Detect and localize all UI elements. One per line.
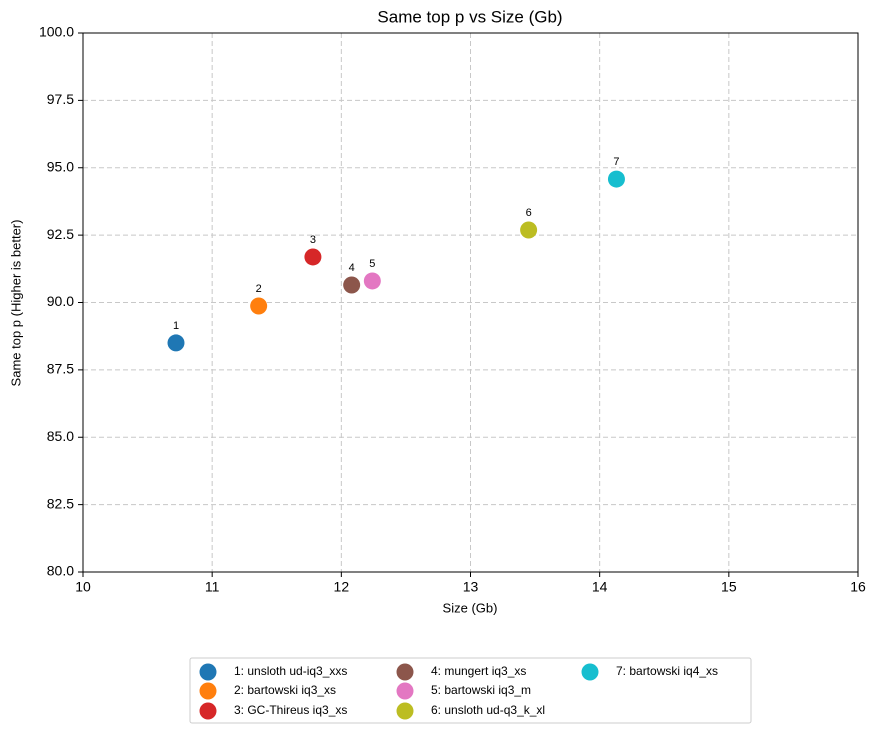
- scatter-point: [363, 272, 381, 290]
- scatter-point: [520, 221, 538, 239]
- legend-marker: [199, 663, 217, 681]
- x-tick-label: 12: [334, 579, 350, 595]
- scatter-point: [304, 248, 322, 266]
- legend-marker: [199, 702, 217, 720]
- point-label: 2: [256, 283, 262, 295]
- point-label: 5: [369, 258, 375, 270]
- y-axis-label: Same top p (Higher is better): [8, 220, 23, 387]
- legend-label: 6: unsloth ud-q3_k_xl: [431, 703, 545, 717]
- legend-label: 3: GC-Thireus iq3_xs: [234, 703, 347, 717]
- y-tick-label: 80.0: [47, 563, 74, 579]
- y-tick-label: 92.5: [47, 226, 74, 242]
- legend-marker: [396, 682, 414, 700]
- y-tick-label: 97.5: [47, 91, 74, 107]
- point-label: 1: [173, 320, 179, 332]
- x-tick-label: 11: [205, 579, 220, 595]
- legend-label: 1: unsloth ud-iq3_xxs: [234, 664, 347, 678]
- x-tick-label: 14: [592, 579, 608, 595]
- x-tick-label: 16: [850, 579, 866, 595]
- point-label: 4: [349, 262, 355, 274]
- x-axis-label: Size (Gb): [443, 600, 498, 615]
- legend-marker: [199, 682, 217, 700]
- point-label: 6: [526, 207, 532, 219]
- legend-marker: [396, 702, 414, 720]
- y-tick-label: 90.0: [47, 293, 74, 309]
- x-tick-label: 10: [75, 579, 91, 595]
- y-tick-label: 95.0: [47, 158, 74, 174]
- y-tick-label: 87.5: [47, 361, 74, 377]
- x-tick-label: 13: [463, 579, 479, 595]
- plot-frame: [82, 32, 859, 573]
- scatter-point: [343, 276, 361, 294]
- legend-label: 4: mungert iq3_xs: [431, 664, 526, 678]
- legend-marker: [581, 663, 599, 681]
- legend-marker: [396, 663, 414, 681]
- scatter-point: [167, 334, 185, 352]
- legend-label: 7: bartowski iq4_xs: [616, 664, 718, 678]
- scatter-point: [607, 170, 625, 188]
- point-label: 3: [310, 234, 316, 246]
- legend-label: 5: bartowski iq3_m: [431, 683, 531, 697]
- scatter-point: [250, 297, 268, 315]
- legend-box: [189, 657, 752, 724]
- legend-label: 2: bartowski iq3_xs: [234, 683, 336, 697]
- y-tick-label: 85.0: [47, 428, 74, 444]
- point-label: 7: [613, 156, 619, 168]
- y-tick-label: 82.5: [47, 495, 74, 511]
- y-tick-label: 100.0: [39, 24, 74, 40]
- chart-title: Same top p vs Size (Gb): [377, 7, 562, 26]
- x-tick-label: 15: [721, 579, 737, 595]
